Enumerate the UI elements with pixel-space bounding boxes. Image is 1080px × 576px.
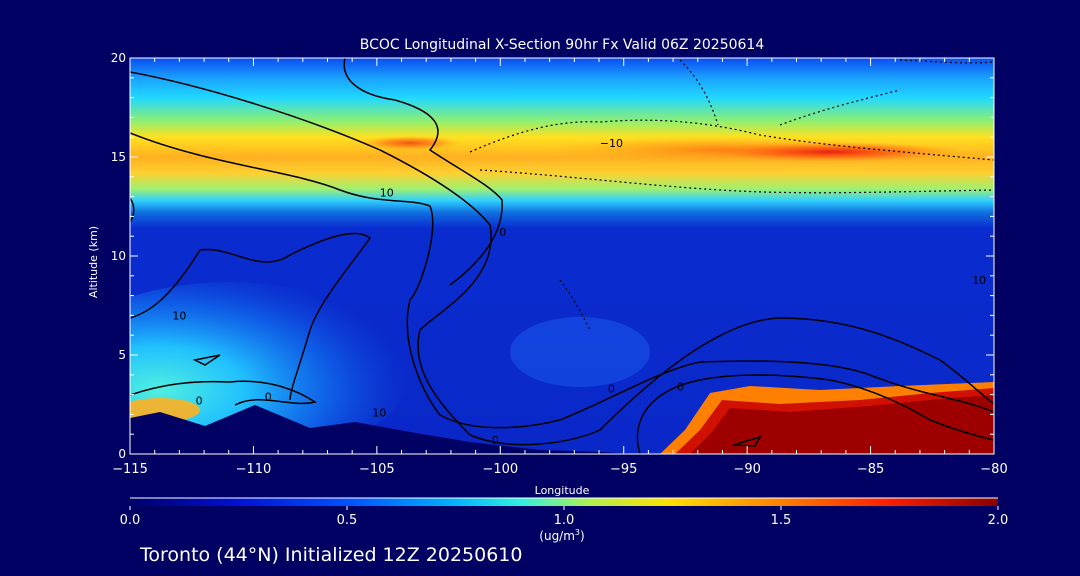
colorbar-tick-label-1: 0.5 (337, 513, 358, 528)
x-axis-label: Longitude (535, 484, 590, 497)
lower-plume-center (510, 317, 650, 387)
contour-line-lower-west (130, 380, 317, 406)
y-tick-label-4: 20 (111, 51, 126, 65)
contour-labels: 0 10 10 0 10 0 0 0 0 −10 10 (172, 137, 986, 447)
x-tick-label-0: −115 (112, 462, 148, 477)
contour-dotted-2 (479, 169, 994, 194)
contour-label-2: 10 (172, 309, 186, 322)
contour-dotted-1 (469, 119, 994, 161)
contour-line-cell (732, 435, 762, 447)
contour-dotted-5 (899, 59, 994, 64)
colorbar-unit-sup: 3 (575, 528, 580, 537)
colorbar (130, 498, 998, 506)
colorbar-tick-label-4: 2.0 (988, 513, 1009, 528)
y-tick-label-0: 0 (118, 447, 126, 461)
colorbar-tick-label-2: 1.0 (554, 513, 575, 528)
x-tick-label-2: −105 (359, 462, 395, 477)
x-tick-label-4: −95 (610, 462, 637, 477)
contour-label-10: 10 (972, 274, 986, 287)
y-tick-label-3: 15 (111, 150, 126, 164)
contour-label-6: 0 (499, 226, 506, 239)
colorbar-unit-main: (ug/m (539, 529, 575, 543)
colorbar-tick-label-0: 0.0 (120, 513, 141, 528)
lower-plume-west (130, 282, 410, 454)
colorbar-unit-end: ) (580, 529, 585, 543)
x-tick-label-7: −80 (980, 462, 1007, 477)
contour-label-0: 0 (196, 395, 203, 408)
x-tick-label-3: −100 (482, 462, 518, 477)
contour-label-8: 0 (677, 381, 684, 394)
surface-plume-darkred (690, 395, 994, 454)
contour-label-3: 0 (265, 391, 272, 404)
y-axis-label: Altitude (km) (87, 226, 100, 298)
contour-label-7: 0 (608, 383, 615, 396)
y-tick-label-1: 5 (118, 348, 126, 362)
contour-lines (130, 58, 994, 454)
y-tick-label-2: 10 (111, 249, 126, 263)
contour-line-0-upper (343, 58, 503, 286)
contour-label-5: 0 (492, 434, 499, 447)
contour-label-4: 10 (372, 406, 386, 419)
contour-dotted-4 (779, 89, 901, 126)
colorbar-ticks: 0.0 0.5 1.0 1.5 2.0 (120, 497, 1009, 528)
x-tick-label-1: −110 (236, 462, 272, 477)
footer-init-text: Toronto (44°N) Initialized 12Z 20250610 (139, 544, 523, 566)
y-axis: 0 5 10 15 20 (111, 51, 994, 461)
contour-label-9: −10 (600, 137, 623, 150)
chart-title: BCOC Longitudinal X-Section 90hr Fx Vali… (360, 37, 765, 53)
colorbar-tick-label-3: 1.5 (771, 513, 792, 528)
contour-line-small (192, 354, 221, 366)
colorbar-unit: (ug/m3) (539, 528, 584, 543)
contour-line-outer (130, 71, 994, 446)
x-tick-label-6: −85 (857, 462, 884, 477)
upper-plume-west (360, 136, 460, 150)
contour-label-1: 10 (380, 187, 394, 200)
negative-contours (469, 59, 994, 331)
contour-line-10 (130, 132, 994, 429)
contour-line-surface (636, 374, 994, 454)
upper-plume-red (700, 142, 960, 162)
contour-line-edge (130, 197, 135, 223)
terrain-mask (130, 405, 640, 454)
x-tick-label-5: −90 (733, 462, 760, 477)
plot-area: 0 10 10 0 10 0 0 0 0 −10 10 (130, 58, 994, 454)
contour-dotted-6 (559, 279, 591, 331)
x-axis: −115 −110 −105 −100 −95 −90 −85 −80 (112, 58, 1008, 477)
contour-line-mid (130, 232, 372, 401)
